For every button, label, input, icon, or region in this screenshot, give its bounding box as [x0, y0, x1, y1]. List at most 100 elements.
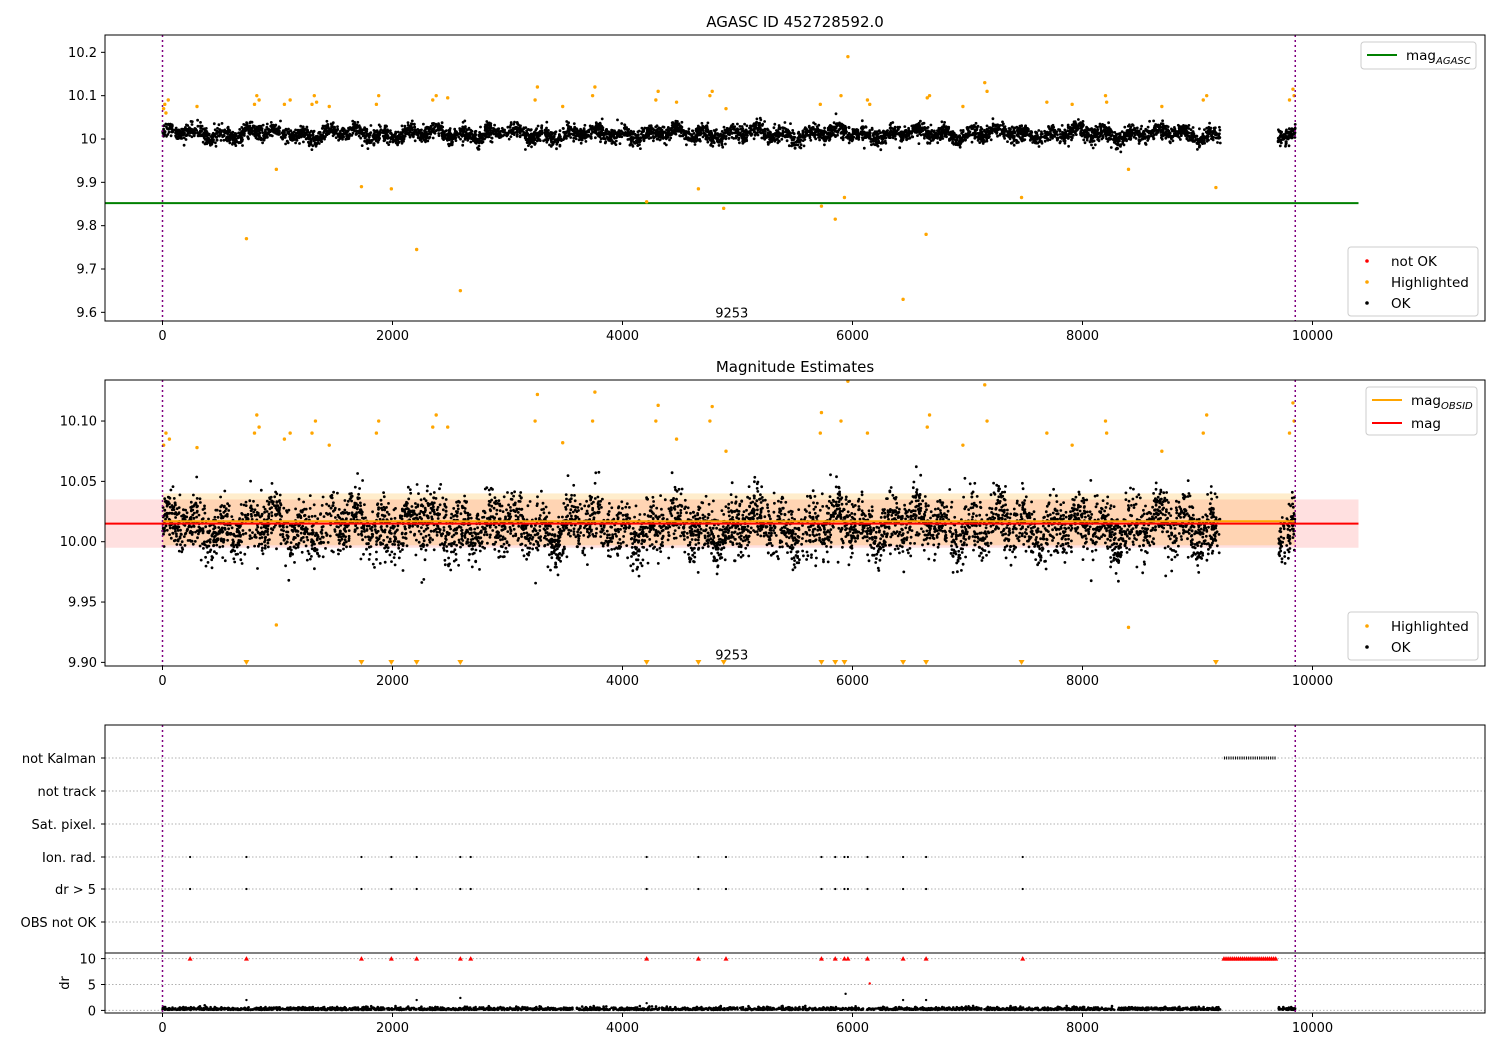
ok-point: [356, 120, 360, 124]
ok-point: [846, 133, 850, 137]
ok-point: [1071, 129, 1075, 133]
ok-point: [499, 129, 503, 133]
ok-point: [591, 130, 595, 134]
ok-point: [685, 137, 689, 140]
ok-point: [1179, 132, 1183, 136]
ok-point: [222, 138, 226, 142]
ok-point: [389, 131, 392, 135]
ok-point: [1156, 131, 1159, 135]
ok-point: [1190, 138, 1194, 142]
ok-point: [996, 134, 999, 138]
ok-point: [752, 137, 756, 141]
ok-point: [1059, 140, 1062, 143]
ok-point: [1090, 143, 1093, 147]
ok-point: [186, 128, 190, 131]
ok-point: [789, 122, 792, 125]
ok-point: [722, 125, 726, 129]
ok-point: [638, 143, 641, 147]
ok-point: [1142, 135, 1146, 139]
ok-point: [298, 142, 301, 145]
ok-point: [919, 119, 922, 123]
ok-point: [1218, 141, 1222, 145]
ok-point: [979, 126, 983, 129]
ok-point: [167, 130, 171, 134]
ok-point: [506, 125, 510, 129]
ok-point: [519, 131, 522, 134]
ok-point: [757, 121, 761, 125]
ok-point: [261, 131, 265, 135]
ok-point: [1218, 132, 1221, 136]
ok-point: [222, 129, 226, 133]
ok-point: [1066, 135, 1070, 139]
ok-point: [951, 130, 955, 133]
ok-point: [657, 126, 661, 130]
ok-point: [268, 130, 272, 134]
ok-point: [756, 126, 759, 130]
ok-point: [1016, 128, 1020, 131]
ok-point: [368, 133, 372, 136]
ok-point: [998, 133, 1002, 137]
ok-point: [293, 135, 297, 138]
ok-point: [661, 125, 665, 129]
ok-point: [527, 144, 530, 148]
ok-point: [1034, 130, 1037, 134]
ok-point: [599, 140, 602, 144]
ok-point: [280, 131, 284, 135]
ok-point: [668, 127, 672, 131]
ok-point: [277, 125, 281, 129]
ok-point: [686, 131, 690, 135]
ok-point: [1099, 132, 1103, 136]
ok-point: [778, 132, 781, 136]
ok-point: [772, 138, 776, 142]
ok-point: [325, 119, 329, 123]
ok-point: [1074, 133, 1078, 137]
ok-point: [1161, 124, 1165, 128]
plot-background: [105, 35, 1485, 321]
ok-point: [1099, 129, 1103, 132]
ok-point: [640, 126, 644, 130]
ok-point: [1204, 130, 1208, 134]
ok-point: [738, 141, 741, 145]
ok-point: [489, 140, 493, 143]
ok-point: [946, 126, 950, 130]
ok-point: [204, 141, 208, 144]
ok-point: [847, 126, 851, 130]
ok-point: [855, 128, 858, 131]
ok-point: [480, 140, 484, 144]
ok-point: [604, 132, 608, 136]
ok-point: [1216, 141, 1219, 144]
ok-point: [793, 146, 797, 150]
ok-point: [1024, 124, 1027, 128]
ok-point: [781, 132, 785, 136]
ok-point: [894, 137, 898, 141]
ok-point: [1043, 136, 1047, 140]
ok-point: [431, 136, 435, 140]
ok-point: [605, 128, 608, 132]
ok-point: [887, 135, 891, 139]
ok-point: [399, 136, 403, 140]
ok-point: [809, 138, 813, 142]
ok-point: [945, 135, 948, 139]
ok-point: [1205, 126, 1209, 130]
ok-point: [702, 131, 706, 135]
ok-point: [696, 129, 699, 133]
ok-point: [864, 131, 868, 135]
ok-point: [1115, 137, 1119, 141]
ok-point: [1070, 138, 1073, 142]
ok-point: [234, 134, 238, 137]
ok-point: [746, 134, 749, 137]
ok-point: [518, 128, 522, 132]
ok-point: [407, 130, 411, 134]
ok-point: [926, 136, 929, 140]
ok-point: [524, 126, 528, 129]
ok-point: [191, 132, 195, 135]
ok-point: [1012, 134, 1015, 138]
ok-point: [351, 119, 355, 123]
ok-point: [386, 130, 390, 134]
ok-point: [831, 132, 835, 135]
ok-point: [888, 123, 892, 127]
ok-point: [1139, 127, 1143, 131]
ok-point: [1088, 140, 1092, 144]
ok-point: [1035, 141, 1038, 145]
